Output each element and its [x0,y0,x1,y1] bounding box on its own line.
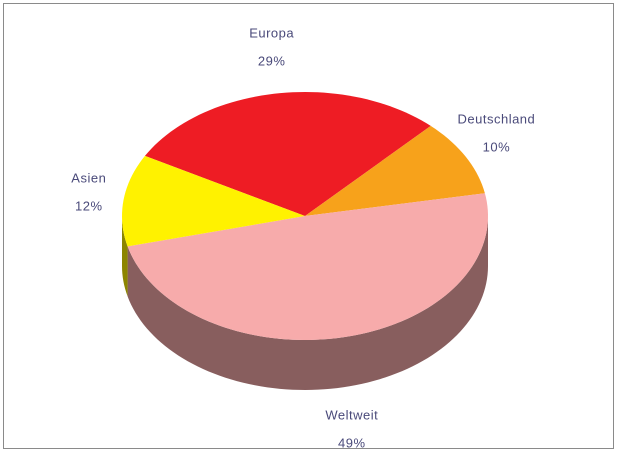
slice [305,125,485,216]
value-label: 12% [75,199,103,214]
slice-label: Deutschland [458,112,536,127]
value-label: 49% [338,435,366,450]
slice [122,155,305,247]
slice-label: Weltweit [325,407,378,422]
slice [144,92,431,216]
value-label: 10% [483,140,511,155]
value-label: 29% [258,53,286,68]
slice-side [122,216,128,297]
slice-label: Europa [249,25,294,40]
slice-label: Asien [71,171,106,186]
slice [127,193,488,340]
slice-side [127,216,489,390]
